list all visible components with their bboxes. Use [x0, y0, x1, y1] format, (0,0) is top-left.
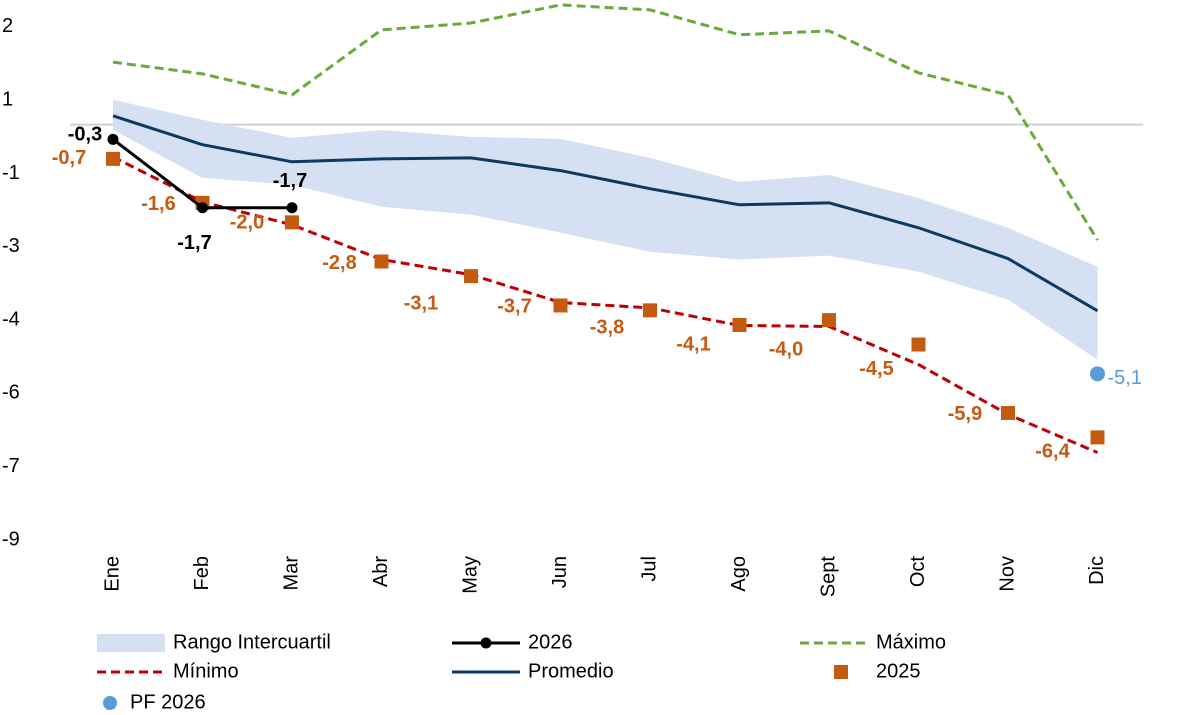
data-label: -2,8	[322, 252, 356, 274]
legend-marker	[480, 637, 492, 649]
y-tick-label: -4	[2, 308, 20, 330]
data-label: -3,8	[590, 317, 624, 339]
point	[106, 151, 120, 166]
y-tick-label: 2	[2, 15, 13, 37]
data-label: -2,0	[230, 212, 264, 234]
x-tick-label: May	[459, 556, 481, 594]
data-label: -6,4	[1035, 441, 1070, 463]
x-tick-label: Ago	[728, 556, 750, 592]
data-label: -4,1	[676, 333, 710, 355]
data-label: -1,7	[177, 232, 211, 254]
point	[107, 133, 119, 145]
x-tick-label: Sept	[817, 556, 839, 598]
legend-label: 2025	[876, 660, 921, 682]
data-label: -0,3	[68, 124, 102, 146]
y-tick-label: -7	[2, 455, 20, 477]
x-tick-label: Mar	[280, 556, 302, 591]
point	[197, 202, 208, 214]
point	[464, 269, 478, 284]
x-tick-label: Dic	[1086, 556, 1108, 585]
data-label: -5,9	[948, 403, 982, 425]
point	[822, 313, 836, 328]
x-tick-label: Jul	[638, 556, 660, 582]
x-tick-label: Nov	[996, 556, 1018, 592]
x-tick-label: Feb	[191, 556, 213, 590]
point	[1001, 405, 1015, 420]
y-tick-label: -9	[2, 528, 20, 550]
data-label: -1,7	[273, 170, 307, 192]
point	[285, 215, 299, 230]
point	[643, 303, 657, 318]
series-line	[112, 155, 1099, 454]
point	[374, 254, 389, 269]
data-label: -5,1	[1108, 367, 1142, 389]
legend-label: Mínimo	[173, 660, 239, 682]
data-label: -1,6	[141, 193, 175, 215]
data-label: -0,7	[52, 147, 86, 169]
y-tick-label: 1	[2, 89, 13, 111]
point	[553, 298, 568, 313]
point	[1090, 366, 1105, 382]
legend-swatch	[97, 634, 165, 652]
point	[732, 318, 747, 332]
legend-label: Rango Intercuartil	[173, 631, 331, 653]
legend-marker	[103, 696, 117, 710]
data-label: -3,1	[404, 292, 438, 314]
y-tick-label: -3	[2, 235, 20, 257]
band-area	[113, 99, 1098, 360]
point	[286, 202, 298, 214]
y-tick-label: -6	[2, 382, 20, 404]
legend-marker	[834, 665, 848, 679]
point	[1090, 430, 1105, 445]
legend-label: Máximo	[876, 631, 946, 653]
data-label: -4,5	[859, 358, 893, 380]
data-label: -3,7	[497, 296, 531, 318]
series-line	[112, 114, 1099, 313]
x-tick-label: Jun	[549, 556, 571, 588]
x-tick-label: Abr	[370, 556, 392, 587]
legend-label: 2026	[528, 631, 573, 653]
legend-label: Promedio	[528, 660, 614, 682]
series-line	[112, 3, 1099, 241]
legend-label: PF 2026	[130, 691, 206, 713]
data-label: -4,0	[769, 338, 803, 360]
x-tick-label: Oct	[907, 556, 929, 588]
point	[911, 337, 926, 352]
y-tick-label: -1	[2, 162, 20, 184]
x-tick-label: Ene	[101, 556, 123, 592]
